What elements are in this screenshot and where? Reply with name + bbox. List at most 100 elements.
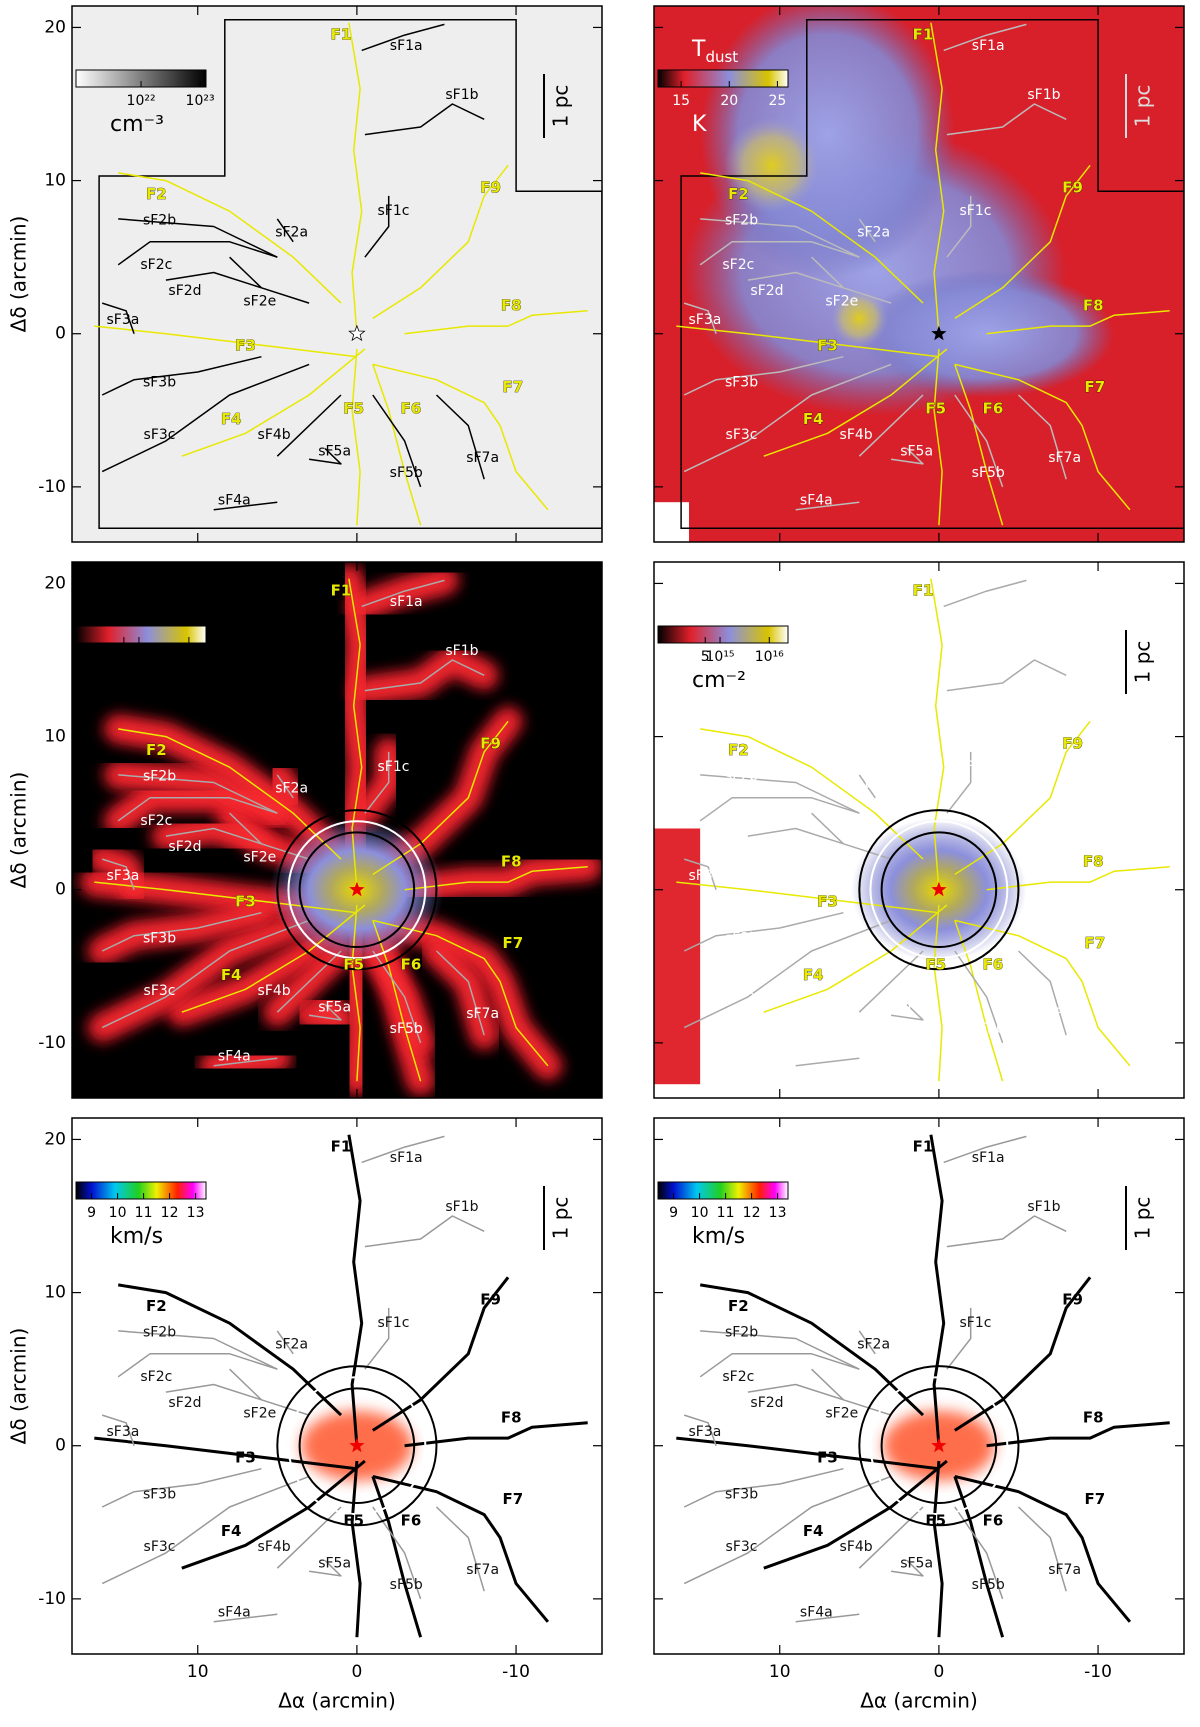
filament-label: F6 xyxy=(983,399,1004,417)
subfilament xyxy=(361,1135,445,1164)
colorbar-tick-label: 13 xyxy=(187,1205,205,1221)
filament xyxy=(699,1283,925,1417)
filament-label: F2 xyxy=(146,1297,167,1315)
subfilament xyxy=(943,579,1027,608)
filament-label: sF3c xyxy=(726,983,758,999)
coverage-outline xyxy=(680,19,1184,529)
filament-label: F7 xyxy=(1085,378,1106,396)
colorbar-tick-label: 20 xyxy=(720,93,738,109)
filament-label: sF4b xyxy=(258,427,291,443)
filament-label: sF3a xyxy=(107,868,140,884)
filament xyxy=(404,1421,588,1448)
filament-label: sF2c xyxy=(140,813,172,829)
subfilament xyxy=(946,195,972,258)
filament-label: sF2d xyxy=(168,283,201,299)
filament-label: sF2b xyxy=(725,768,758,784)
filament-label: F2 xyxy=(728,741,749,759)
filament-label: sF5a xyxy=(318,444,351,460)
colorbar-tick-label: 10 xyxy=(109,1205,127,1221)
colorbar-tick-label: 10²² xyxy=(127,93,156,109)
subfilament xyxy=(213,1057,278,1067)
filament-label: sF7a xyxy=(1048,450,1081,466)
colorbar xyxy=(75,1181,207,1200)
filament xyxy=(954,164,1091,320)
filament-label: F5 xyxy=(343,1511,364,1529)
subfilament xyxy=(946,103,1067,136)
colorbar-tick-label: 12 xyxy=(743,1205,761,1221)
filament-label: sF5a xyxy=(318,1556,351,1572)
filament xyxy=(929,1134,946,1446)
subfilament xyxy=(118,774,278,814)
y-tick-label: -10 xyxy=(38,477,66,497)
filament xyxy=(372,164,509,320)
filament-label: sF2b xyxy=(725,212,758,228)
filament-label: F5 xyxy=(925,399,946,417)
subfilament xyxy=(943,23,1027,52)
filament xyxy=(372,920,422,1082)
subfilament xyxy=(165,271,262,289)
filament-label: sF2c xyxy=(722,813,754,829)
colorbar-unit: km/s xyxy=(110,1224,163,1249)
filament-label: sF1a xyxy=(972,594,1005,610)
coverage-outline xyxy=(98,19,602,529)
subfilament xyxy=(101,911,262,952)
filament-label: F9 xyxy=(480,735,501,753)
filament-label: F6 xyxy=(983,1511,1004,1529)
subfilament xyxy=(101,1475,310,1585)
filament-label: sF2e xyxy=(243,294,276,310)
filament-label: sF2d xyxy=(168,1395,201,1411)
filament-label: sF2a xyxy=(857,225,890,241)
subfilament xyxy=(117,1353,278,1378)
filament-label: F8 xyxy=(501,297,522,315)
star xyxy=(348,324,366,342)
filament-label: sF4b xyxy=(840,427,873,443)
y-tick-label: 10 xyxy=(44,1283,66,1303)
frame xyxy=(71,5,603,543)
subfilament xyxy=(700,218,860,258)
filament-label: sF5b xyxy=(972,1577,1005,1593)
subfilament xyxy=(890,448,924,465)
filament-label: sF4a xyxy=(800,1049,833,1065)
filament-label: sF1b xyxy=(1027,1199,1060,1215)
filament xyxy=(954,364,1004,526)
filament-label: sF7a xyxy=(466,450,499,466)
filament-label: F2 xyxy=(728,185,749,203)
filament-label: F4 xyxy=(221,1522,242,1540)
colorbar-tick-label: 10¹⁶ xyxy=(755,649,784,665)
map: F1 sF1a sF1b F9 sF1c F2 sF2b sF2a sF2c sF2d sF2e sF… xyxy=(654,1118,1184,1654)
colorbar-tick-label: 12 xyxy=(161,1205,179,1221)
subfilament xyxy=(795,501,860,511)
subfilament xyxy=(364,103,485,136)
aperture xyxy=(858,809,1020,971)
filament-label: sF3b xyxy=(143,931,176,947)
filament-label: sF5b xyxy=(972,465,1005,481)
filament xyxy=(347,1134,364,1446)
filament xyxy=(954,720,1091,876)
y-axis-label: Δδ (arcmin) xyxy=(7,1328,31,1445)
filament xyxy=(763,1459,948,1570)
filament xyxy=(348,578,363,890)
filament-label: sF1b xyxy=(1027,643,1060,659)
scale-label: 1 pc xyxy=(549,85,573,128)
subfilament xyxy=(946,659,1067,692)
filament-label: sF3a xyxy=(107,312,140,328)
filament-label: F6 xyxy=(401,399,422,417)
subfilament xyxy=(101,302,135,334)
subfilament xyxy=(101,1467,262,1508)
filament xyxy=(700,172,924,304)
filament-label: sF2d xyxy=(750,1395,783,1411)
filament-label: F1 xyxy=(331,582,352,600)
aperture xyxy=(298,1387,416,1505)
filament xyxy=(986,310,1170,335)
filament xyxy=(181,348,366,457)
subfilament xyxy=(943,1135,1027,1164)
x-tick-label: 10 xyxy=(769,1662,791,1682)
subfilament xyxy=(858,1506,924,1569)
subfilament xyxy=(946,1215,1067,1248)
filament-label: sF2e xyxy=(243,1406,276,1422)
filament xyxy=(933,904,943,1082)
filament-label: F3 xyxy=(817,892,838,910)
filament-label: F8 xyxy=(1083,1409,1104,1427)
subfilament xyxy=(699,1353,860,1378)
filament-label: sF2b xyxy=(143,768,176,784)
